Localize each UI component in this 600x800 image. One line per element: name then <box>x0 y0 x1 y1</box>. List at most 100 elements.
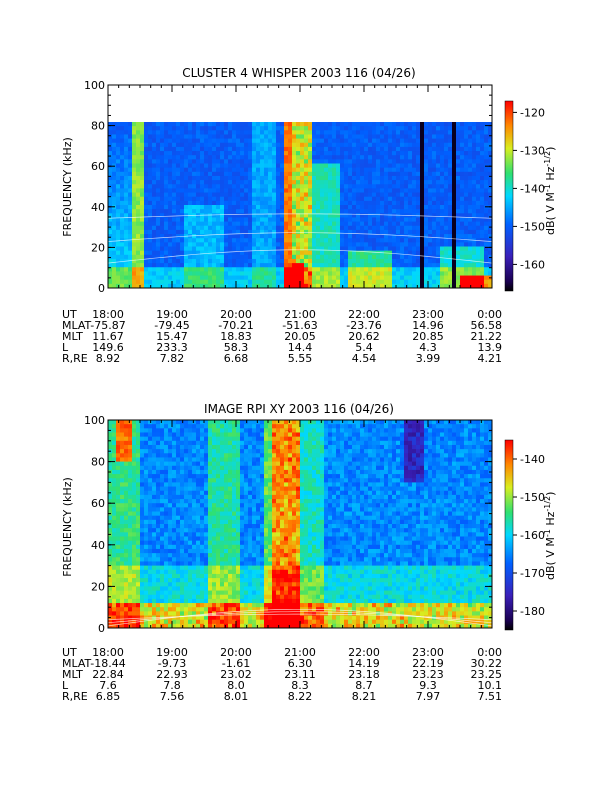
spectrogram-cell <box>248 283 253 289</box>
spectrogram-cell <box>420 142 425 148</box>
spectrogram-cell <box>184 275 189 281</box>
spectrogram-cell <box>272 138 277 144</box>
spectrogram-cell <box>236 184 241 189</box>
spectrogram-cell <box>168 524 173 529</box>
spectrogram-cell <box>332 254 337 260</box>
spectrogram-cell <box>396 246 401 252</box>
spectrogram-cell <box>296 271 301 276</box>
spectrogram-cell <box>288 159 293 164</box>
spectrogram-cell <box>388 229 393 235</box>
spectrogram-cell <box>296 234 301 239</box>
spectrogram-cell <box>352 167 357 173</box>
spectrogram-cell <box>420 180 425 185</box>
spectrogram-cell <box>468 175 473 181</box>
spectrogram-cell <box>288 225 293 231</box>
spectrogram-cell <box>336 200 341 206</box>
spectrogram-cell <box>112 213 117 218</box>
spectrogram-cell <box>220 188 225 193</box>
spectrogram-cell <box>280 155 285 160</box>
spectrogram-cell <box>312 130 317 135</box>
spectrogram-cell <box>132 569 137 575</box>
colorbar-tick-label: -120 <box>520 106 545 119</box>
spectrogram-cell <box>380 234 385 239</box>
spectrogram-cell <box>428 200 433 206</box>
spectrogram-cell <box>432 283 437 289</box>
spectrogram-cell <box>112 511 117 517</box>
spectrogram-cell <box>224 155 229 160</box>
spectrogram-cell <box>408 254 413 260</box>
spectrogram-cell <box>416 217 421 222</box>
spectrogram-cell <box>352 138 357 144</box>
spectrogram-cell <box>144 250 149 256</box>
spectrogram-cell <box>164 511 169 517</box>
spectrogram-cell <box>180 217 185 222</box>
spectrogram-cell <box>364 200 369 206</box>
spectrogram-cell <box>180 246 185 252</box>
spectrogram-cell <box>304 258 309 264</box>
spectrogram-cell <box>388 225 393 231</box>
spectrogram-cell <box>168 569 173 575</box>
spectrogram-cell <box>196 246 201 252</box>
spectrogram-cell <box>260 283 265 289</box>
spectrogram-cell <box>388 209 393 214</box>
spectrogram-cell <box>388 271 393 276</box>
spectrogram-cell <box>316 171 321 177</box>
spectrogram-cell <box>164 607 169 612</box>
spectrogram-cell <box>200 130 205 135</box>
spectrogram-cell <box>352 180 357 185</box>
spectrogram-cell <box>132 494 137 500</box>
spectrogram-cell <box>400 221 405 227</box>
spectrogram-cell <box>152 175 157 181</box>
spectrogram-cell <box>196 234 201 239</box>
spectrogram-cell <box>420 209 425 214</box>
spectrogram-cell <box>308 151 313 156</box>
spectrogram-cell <box>468 163 473 169</box>
spectrogram-cell <box>396 126 401 131</box>
spectrogram-cell <box>472 209 477 214</box>
spectrogram-cell <box>364 279 369 285</box>
spectrogram-cell <box>416 275 421 281</box>
spectrogram-cell <box>324 250 329 256</box>
spectrogram-cell <box>356 159 361 164</box>
spectrogram-cell <box>212 134 217 139</box>
spectrogram-cell <box>156 440 161 446</box>
spectrogram-cell <box>344 171 349 177</box>
spectrogram-cell <box>368 196 373 202</box>
spectrogram-cell <box>304 184 309 189</box>
spectrogram-cell <box>132 192 137 198</box>
spectrogram-cell <box>456 138 461 144</box>
spectrogram-cell <box>124 511 129 517</box>
spectrogram-cell <box>248 258 253 264</box>
spectrogram-cell <box>396 275 401 281</box>
spectrogram-cell <box>116 453 121 458</box>
spectrogram-cell <box>324 213 329 218</box>
spectrogram-cell <box>324 238 329 243</box>
spectrogram-cell <box>128 507 133 512</box>
spectrogram-cell <box>112 536 117 542</box>
spectrogram-cell <box>140 594 145 600</box>
spectrogram-cell <box>192 196 197 202</box>
spectrogram-cell <box>252 221 257 227</box>
spectrogram-cell <box>488 188 493 193</box>
spectrogram-cell <box>144 565 149 571</box>
spectrogram-cell <box>172 155 177 160</box>
spectrogram-cell <box>276 225 281 231</box>
spectrogram-cell <box>164 457 169 462</box>
spectrogram-cell <box>472 279 477 285</box>
spectrogram-cell <box>116 490 121 496</box>
spectrogram-cell <box>432 271 437 276</box>
spectrogram-cell <box>292 159 297 164</box>
spectrogram-cell <box>296 254 301 260</box>
spectrogram-cell <box>304 142 309 148</box>
spectrogram-cell <box>364 192 369 198</box>
spectrogram-cell <box>160 275 165 281</box>
spectrogram-cell <box>272 254 277 260</box>
spectrogram-cell <box>376 267 381 272</box>
spectrogram-cell <box>120 507 125 512</box>
spectrogram-cell <box>424 238 429 243</box>
spectrogram-cell <box>264 229 269 235</box>
spectrogram-cell <box>172 283 177 289</box>
spectrogram-cell <box>404 209 409 214</box>
spectrogram-cell <box>400 279 405 285</box>
spectrogram-cell <box>172 469 177 475</box>
